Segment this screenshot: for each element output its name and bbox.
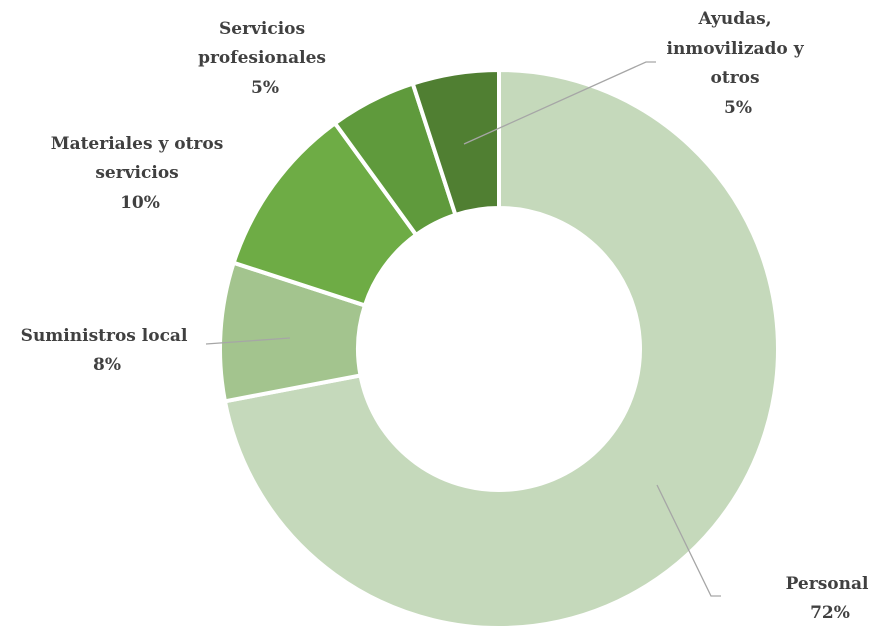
label-ayudas-line-3: otros <box>711 68 760 88</box>
label-suministros-value: 8% <box>93 355 121 375</box>
leader-lines <box>205 61 721 597</box>
label-servicios-profesionales-value: 5% <box>251 78 279 98</box>
leader-line-personal <box>656 484 721 597</box>
data-labels: Servicios profesionales 5% Ayudas, inmov… <box>21 9 875 623</box>
label-personal: Personal 72% <box>786 574 875 623</box>
leader-line-ayudas <box>463 61 656 145</box>
label-ayudas-line-2: inmovilizado y <box>666 39 804 59</box>
label-servicios-profesionales-line-2: profesionales <box>198 48 326 68</box>
label-materiales-line-2: servicios <box>95 163 178 183</box>
label-suministros-local: Suministros local 8% <box>21 326 194 375</box>
label-ayudas-line-1: Ayudas, <box>697 9 771 29</box>
label-materiales-servicios: Materiales y otros servicios 10% <box>51 134 229 213</box>
leader-line-suministros-local <box>205 337 291 345</box>
label-servicios-profesionales-line-1: Servicios <box>219 19 305 39</box>
label-ayudas-inmovilizado: Ayudas, inmovilizado y otros 5% <box>666 9 809 118</box>
label-ayudas-value: 5% <box>724 98 752 118</box>
label-servicios-profesionales: Servicios profesionales 5% <box>198 19 332 98</box>
slice-personal <box>222 67 780 629</box>
label-materiales-line-1: Materiales y otros <box>51 134 224 154</box>
label-personal-value: 72% <box>810 603 850 623</box>
label-materiales-value: 10% <box>120 193 160 213</box>
slice-ayudas-inmovilizado <box>410 67 501 218</box>
label-suministros-line-1: Suministros local <box>21 326 188 346</box>
label-personal-line-1: Personal <box>786 574 869 594</box>
donut-slices <box>218 67 780 629</box>
